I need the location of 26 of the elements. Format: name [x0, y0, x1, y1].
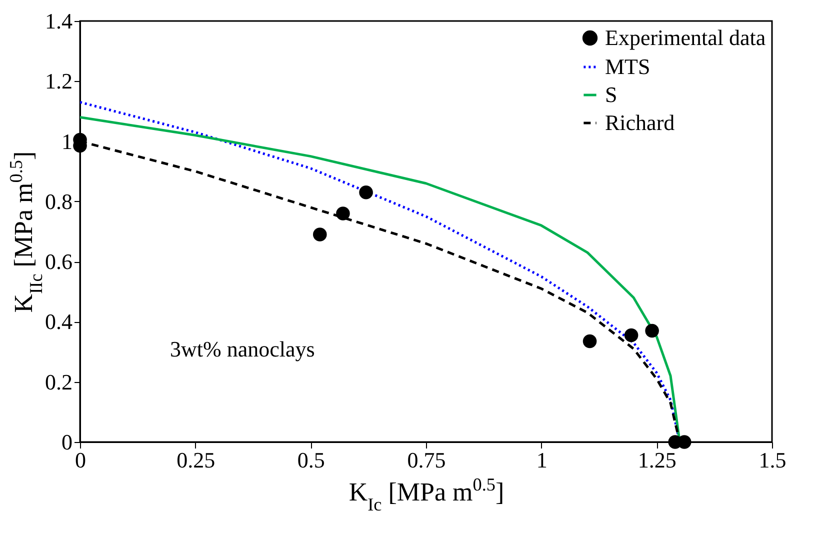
y-tick-label: 0 — [62, 430, 72, 454]
x-tick-label: 1 — [536, 448, 548, 472]
x-tick-label: 0.75 — [407, 448, 446, 472]
y-tick-label: 1.4 — [45, 8, 72, 34]
y-tick-label: 0.4 — [45, 309, 72, 334]
x-tick-label: 0.25 — [176, 448, 216, 472]
legend-label: MTS — [605, 54, 650, 79]
x-axis-title: K$_{Ic}$ [MPa m$^{0.5}$] — [348, 474, 504, 514]
x-tick-label: 1.5 — [758, 448, 786, 472]
legend-label: Experimental data — [605, 25, 766, 50]
point — [336, 206, 350, 220]
legend-label: Richard — [605, 110, 675, 135]
x-tick-label: 1.25 — [638, 448, 676, 472]
annotation: 3wt% nanoclays — [170, 336, 315, 362]
point — [624, 328, 638, 342]
y-tick-label: 1.2 — [45, 68, 72, 94]
x-tick-label: 0.5 — [297, 448, 325, 472]
y-tick-label: 0.6 — [45, 249, 72, 274]
point — [359, 186, 373, 200]
point — [645, 324, 659, 338]
point — [313, 228, 327, 242]
legend-label: S — [605, 82, 618, 107]
y-tick-label: 1 — [62, 128, 72, 154]
point — [582, 334, 597, 348]
y-tick-label: 0.8 — [45, 188, 72, 214]
y-tick-label: 0.2 — [45, 369, 72, 394]
